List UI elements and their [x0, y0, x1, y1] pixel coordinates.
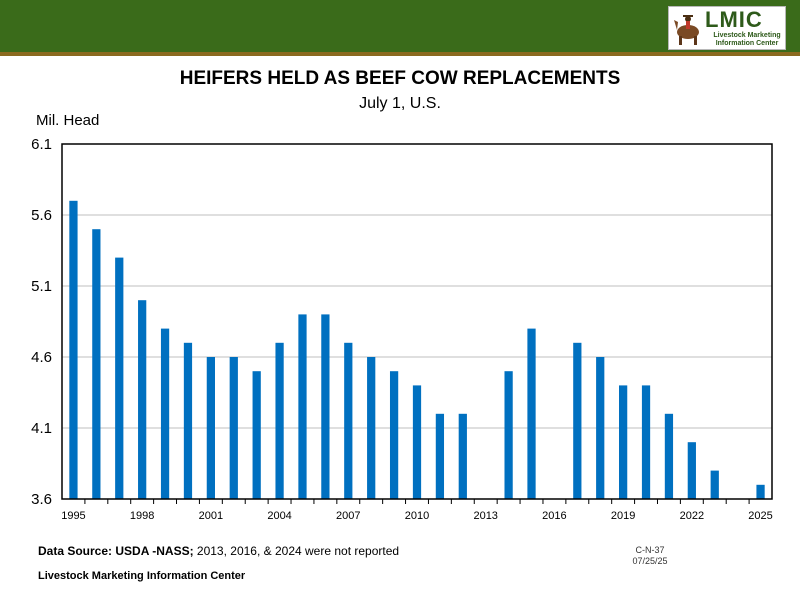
bar-2022: [687, 442, 696, 499]
bar-2011: [435, 413, 445, 499]
bar-2001: [206, 357, 215, 499]
y-axis-label: Mil. Head: [36, 112, 100, 129]
logo-subtitle: Livestock Marketing Information Center: [707, 32, 787, 48]
bar-1995: [69, 200, 78, 500]
x-tick-label: 2013: [473, 510, 497, 522]
y-tick-label: 6.1: [31, 136, 52, 153]
bar-2008: [367, 357, 376, 499]
x-tick-label: 2025: [748, 510, 772, 522]
x-tick-label: 2001: [199, 510, 223, 522]
chart-subtitle: July 1, U.S.: [359, 95, 441, 112]
bar-2023: [710, 470, 719, 499]
x-tick-label: 2016: [542, 510, 566, 522]
bar-2018: [596, 357, 605, 499]
x-tick-label: 2022: [680, 510, 704, 522]
cowboy-horse-icon: [674, 15, 699, 45]
lmic-logo: LMIC Livestock Marketing Information Cen…: [668, 6, 786, 50]
data-source-detail: 2013, 2016, & 2024 were not reported: [193, 544, 400, 558]
bar-2004: [275, 342, 284, 499]
x-tick-label: 2019: [611, 510, 635, 522]
plot-frame: [61, 143, 773, 500]
y-tick-label: 5.6: [31, 207, 52, 224]
bar-2010: [412, 385, 422, 499]
data-source-label: Data Source: USDA -NASS;: [38, 544, 194, 558]
x-tick-label: 1995: [61, 510, 85, 522]
bar-2015: [527, 328, 536, 499]
bar-2005: [298, 314, 307, 499]
logo-subtitle-line2: Information Center: [715, 40, 779, 47]
y-tick-label: 5.1: [31, 278, 52, 295]
y-tick-label: 4.6: [31, 349, 52, 366]
chart-date: 07/25/25: [632, 556, 668, 566]
chart-code: C-N-37: [635, 545, 665, 555]
x-tick-label: 2007: [336, 510, 360, 522]
header-divider: [0, 52, 800, 56]
bar-2017: [573, 342, 582, 499]
chart-title: HEIFERS HELD AS BEEF COW REPLACEMENTS: [179, 68, 621, 89]
bar-1996: [92, 229, 101, 499]
bar-2021: [664, 413, 674, 499]
y-tick-label: 4.1: [31, 420, 52, 437]
bar-1998: [138, 300, 147, 499]
bar-1999: [160, 328, 170, 499]
bar-2009: [389, 371, 399, 499]
bar-2006: [321, 314, 330, 499]
bar-2025: [756, 484, 765, 499]
bar-2012: [458, 413, 467, 499]
bar-2014: [504, 371, 513, 499]
logo-text: LMIC: [705, 7, 763, 32]
bar-2020: [641, 385, 651, 499]
bar-2003: [252, 371, 261, 499]
bar-1997: [115, 257, 124, 499]
bar-2019: [619, 385, 628, 499]
x-tick-label: 1998: [130, 510, 154, 522]
bar-2002: [229, 357, 238, 499]
data-source-note: Data Source: USDA -NASS; 2013, 2016, & 2…: [38, 544, 399, 558]
chart-code-block: C-N-37 07/25/25: [620, 545, 680, 567]
y-tick-label: 3.6: [31, 491, 52, 508]
organization-name: Livestock Marketing Information Center: [38, 570, 246, 582]
header-bar: [0, 0, 800, 52]
x-tick-label: 2010: [405, 510, 429, 522]
bar-2007: [344, 342, 353, 499]
x-tick-label: 2004: [267, 510, 291, 522]
logo-subtitle-line1: Livestock Marketing: [713, 32, 781, 39]
bar-chart: 3.6 4.1 4.6 5.1 5.6 6.1 1995 1998 2001 2004 2007 20…: [31, 136, 773, 522]
bar-2000: [183, 342, 193, 499]
